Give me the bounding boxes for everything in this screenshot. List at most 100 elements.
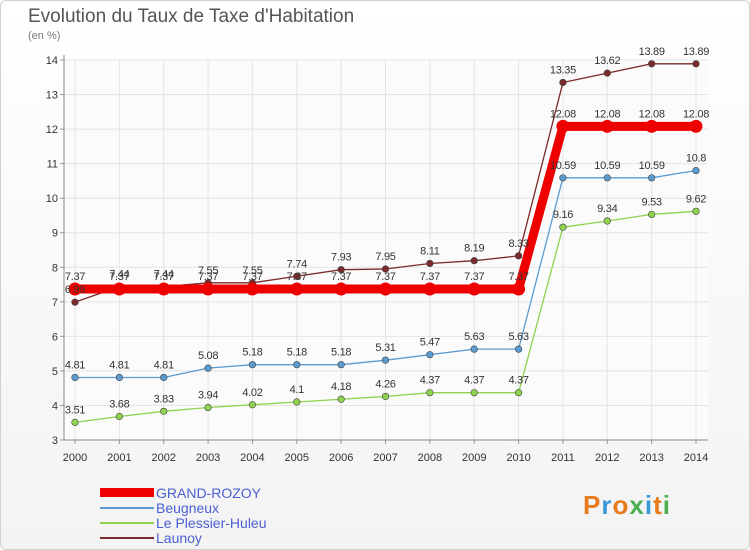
- data-point: [603, 217, 611, 225]
- proxiti-logo: Proxiti: [583, 490, 671, 521]
- data-label: 9.34: [597, 203, 617, 215]
- data-point: [115, 412, 123, 421]
- data-label: 12.08: [594, 108, 620, 120]
- data-point: [71, 373, 79, 382]
- data-point: [337, 361, 345, 369]
- y-tick-label: 3: [52, 435, 58, 447]
- data-label: 7.37: [65, 271, 85, 283]
- y-tick-label: 14: [46, 55, 58, 67]
- x-tick-label: 2014: [684, 452, 708, 464]
- data-label: 4.81: [65, 359, 85, 371]
- data-point: [514, 389, 523, 397]
- data-point: [470, 345, 478, 353]
- logo-letter: r: [601, 490, 613, 520]
- data-point: [603, 69, 611, 77]
- data-label: 4.81: [154, 359, 174, 371]
- data-point: [426, 389, 434, 397]
- data-label: 5.08: [198, 350, 218, 362]
- data-point: [201, 282, 215, 296]
- data-label: 5.63: [464, 331, 484, 343]
- data-point: [559, 223, 567, 231]
- data-label: 4.1: [290, 384, 305, 396]
- data-point: [470, 389, 478, 397]
- data-label: 4.37: [420, 375, 440, 387]
- data-label: 13.35: [550, 64, 576, 76]
- data-point: [68, 282, 82, 296]
- data-label: 13.89: [683, 46, 709, 58]
- data-point: [426, 259, 434, 268]
- data-label: 4.18: [331, 381, 351, 393]
- x-tick-label: 2008: [418, 452, 442, 464]
- data-point: [559, 174, 567, 182]
- legend-item: Beugneux: [100, 499, 267, 516]
- data-label: 3.68: [109, 399, 129, 411]
- data-point: [426, 351, 434, 359]
- data-label: 7.37: [198, 271, 218, 283]
- data-label: 7.44: [154, 269, 174, 281]
- data-point: [648, 174, 656, 182]
- data-point: [157, 282, 171, 296]
- data-label: 5.31: [375, 342, 395, 354]
- data-label: 7.74: [287, 258, 307, 270]
- x-tick-label: 2011: [551, 452, 575, 464]
- data-point: [648, 210, 656, 219]
- data-point: [112, 282, 126, 296]
- data-point: [645, 119, 659, 133]
- data-point: [334, 282, 348, 296]
- legend-item: Launoy: [100, 529, 267, 546]
- data-point: [204, 403, 212, 412]
- data-label: 10.59: [550, 160, 576, 172]
- data-point: [692, 60, 700, 68]
- data-point: [514, 252, 523, 260]
- data-point: [692, 166, 700, 175]
- data-point: [603, 174, 611, 182]
- data-label: 7.95: [375, 251, 395, 263]
- x-tick-label: 2012: [595, 452, 619, 464]
- data-label: 7.37: [508, 271, 528, 283]
- y-tick-label: 5: [52, 366, 58, 378]
- legend-swatch: [100, 506, 154, 509]
- data-label: 13.62: [594, 55, 620, 67]
- data-label: 7.93: [331, 252, 351, 264]
- data-point: [71, 298, 79, 306]
- data-label: 7.37: [331, 271, 351, 283]
- x-tick-label: 2007: [373, 452, 397, 464]
- y-tick-label: 4: [52, 400, 58, 412]
- data-point: [467, 282, 481, 296]
- data-point: [381, 392, 390, 401]
- x-tick-label: 2000: [63, 452, 87, 464]
- data-label: 8.19: [464, 243, 484, 255]
- data-label: 3.51: [65, 404, 85, 416]
- x-tick-label: 2002: [151, 452, 175, 464]
- x-tick-label: 2006: [329, 452, 353, 464]
- data-label: 5.47: [420, 337, 440, 349]
- x-tick-label: 2010: [506, 452, 530, 464]
- x-tick-label: 2003: [196, 452, 220, 464]
- data-label: 10.8: [686, 153, 706, 165]
- legend-item: Le Plessier-Huleu: [100, 515, 267, 531]
- data-label: 5.18: [331, 347, 351, 359]
- legend-label: Launoy: [156, 529, 202, 546]
- data-point: [71, 418, 79, 426]
- data-label: 10.59: [639, 160, 665, 172]
- y-tick-label: 13: [46, 90, 58, 102]
- data-point: [381, 356, 390, 364]
- data-label: 5.18: [287, 347, 307, 359]
- chart-title: Evolution du Taux de Taxe d'Habitation: [28, 6, 355, 27]
- data-point: [689, 119, 703, 133]
- data-point: [423, 282, 437, 296]
- legend-label: Beugneux: [156, 499, 220, 516]
- data-point: [248, 361, 257, 369]
- y-tick-label: 8: [52, 262, 58, 274]
- data-label: 10.59: [594, 160, 620, 172]
- legend-swatch: [100, 488, 154, 497]
- data-label: 12.08: [683, 108, 709, 120]
- data-label: 4.37: [508, 375, 528, 387]
- data-point: [337, 395, 345, 403]
- data-label: 9.62: [686, 193, 706, 205]
- y-tick-label: 11: [47, 159, 58, 171]
- data-point: [692, 207, 700, 215]
- logo-letter: x: [629, 490, 645, 520]
- legend-item: GRAND-ROZOY: [100, 485, 267, 501]
- data-point: [600, 119, 614, 133]
